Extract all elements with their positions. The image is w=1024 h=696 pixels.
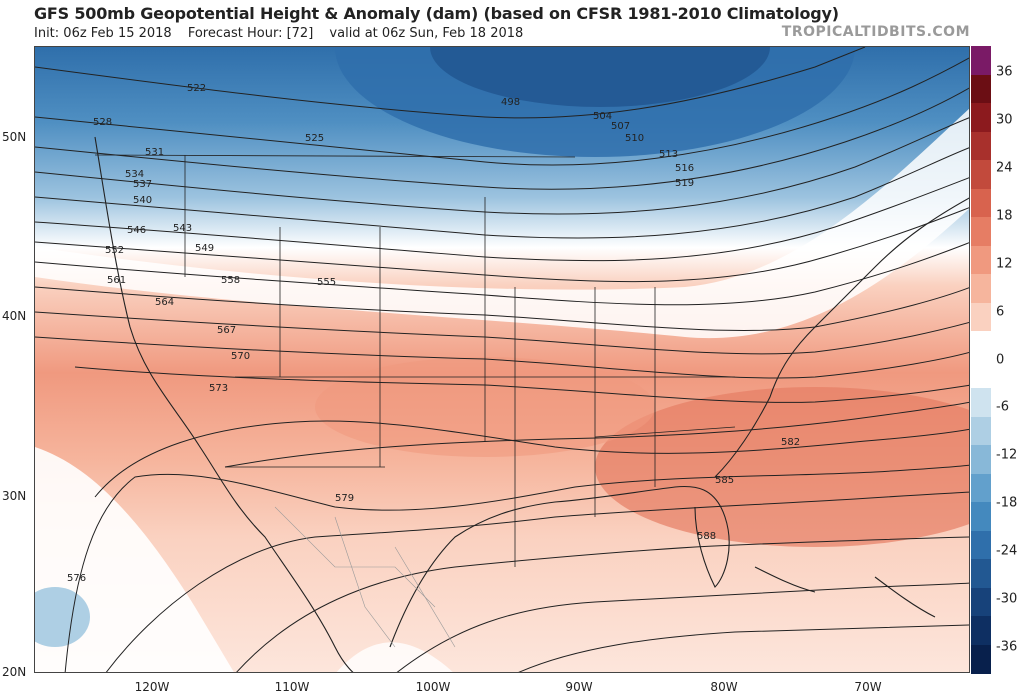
contour-label: 540 <box>133 195 152 206</box>
colorbar-segment <box>971 46 991 75</box>
lon-label-110w: 110W <box>274 680 310 694</box>
lon-label-100w: 100W <box>415 680 451 694</box>
contour-label: 531 <box>145 147 164 158</box>
colorbar-segment <box>971 530 991 560</box>
colorbar-segment <box>971 188 991 218</box>
colorbar-segment <box>971 131 991 161</box>
forecast-hour: Forecast Hour: [72] <box>187 26 314 41</box>
colorbar-segment <box>971 473 991 503</box>
colorbar-tick-label: -36 <box>996 639 1018 655</box>
caribbean-neutral <box>336 642 453 672</box>
colorbar-tick-label: -24 <box>996 543 1018 559</box>
colorbar-segment <box>971 587 991 617</box>
valid-time: valid at 06z Sun, Feb 18 2018 <box>329 26 524 41</box>
lat-label-20n: 20N <box>2 665 27 679</box>
pacific-cool-spot <box>35 587 90 647</box>
colorbar-tick-label: -12 <box>996 447 1018 463</box>
contour-labels: 522 528 531 534 537 540 546 552 561 564 … <box>67 83 800 584</box>
colorbar-segment <box>971 644 991 674</box>
colorbar-tick-label: 36 <box>996 64 1013 80</box>
contour-label: 558 <box>221 275 240 286</box>
height-contours <box>35 47 969 672</box>
contour-label: 570 <box>231 351 250 362</box>
lon-label-120w: 120W <box>134 680 170 694</box>
anomaly-map: 522 528 531 534 537 540 546 552 561 564 … <box>35 47 969 672</box>
contour-label: 510 <box>625 133 644 144</box>
contour-label: 567 <box>217 325 236 336</box>
contour-label: 513 <box>659 149 678 160</box>
contour-label: 576 <box>67 573 86 584</box>
colorbar-tick-label: -30 <box>996 591 1018 607</box>
contour-label: 534 <box>125 169 144 180</box>
lon-label-80w: 80W <box>710 680 738 694</box>
contour-label: 552 <box>105 245 124 256</box>
lat-label-30n: 30N <box>2 489 27 503</box>
state-borders <box>94 154 736 567</box>
map-panel: 522 528 531 534 537 540 546 552 561 564 … <box>34 46 970 673</box>
colorbar-segment <box>971 103 991 132</box>
brand-watermark: TROPICALTIDBITS.COM <box>781 24 970 40</box>
colorbar-tick-label: -6 <box>996 399 1009 415</box>
contour-label: 564 <box>155 297 174 308</box>
contour-label: 582 <box>781 437 800 448</box>
contour-label: 525 <box>305 133 324 144</box>
colorbar-segment <box>971 74 991 104</box>
colorbar-tick-label: 0 <box>996 352 1005 367</box>
contour-label: 585 <box>715 475 734 486</box>
colorbar-segment <box>971 616 991 645</box>
colorbar-tick-label: 12 <box>996 256 1013 272</box>
colorbar <box>971 46 991 674</box>
contour-label: 528 <box>93 117 112 128</box>
colorbar-segment <box>971 559 991 588</box>
colorbar-segment <box>971 416 991 446</box>
contour-label: 555 <box>317 277 336 288</box>
contour-label: 546 <box>127 225 146 236</box>
contour-label: 537 <box>133 179 152 190</box>
contour-label: 549 <box>195 243 214 254</box>
colorbar-segment <box>971 502 991 531</box>
contour-label: 543 <box>173 223 192 234</box>
contour-label: 573 <box>209 383 228 394</box>
colorbar-segment <box>971 245 991 275</box>
contour-label: 507 <box>611 121 630 132</box>
colorbar-segment <box>971 302 991 332</box>
lon-label-90w: 90W <box>565 680 593 694</box>
colorbar-segment <box>971 445 991 474</box>
init-time: Init: 06z Feb 15 2018 <box>34 26 172 41</box>
lon-label-70w: 70W <box>854 680 882 694</box>
colorbar-tick-label: 24 <box>996 160 1013 176</box>
contour-label: 516 <box>675 163 694 174</box>
mexico-state-borders <box>274 506 456 648</box>
coastlines <box>94 136 969 672</box>
colorbar-tick-label: 30 <box>996 112 1013 128</box>
colorbar-tick-label: 6 <box>996 304 1005 320</box>
contour-label: 561 <box>107 275 126 286</box>
contour-label: 588 <box>697 531 716 542</box>
colorbar-segment <box>971 160 991 189</box>
colorbar-segment <box>971 274 991 303</box>
colorbar-segment <box>971 331 991 360</box>
colorbar-segment <box>971 359 991 389</box>
contour-label: 498 <box>501 97 520 108</box>
chart-title: GFS 500mb Geopotential Height & Anomaly … <box>34 4 839 23</box>
lat-label-40n: 40N <box>2 309 27 323</box>
lat-label-50n: 50N <box>2 130 27 144</box>
colorbar-tick-label: -18 <box>996 495 1018 511</box>
ridge-warm-core <box>595 387 969 547</box>
neutral-band <box>35 108 969 339</box>
trough-center <box>430 47 770 107</box>
contour-label: 519 <box>675 178 694 189</box>
colorbar-segment <box>971 388 991 417</box>
colorbar-segment <box>971 217 991 246</box>
contour-label: 579 <box>335 493 354 504</box>
contour-label: 522 <box>187 83 206 94</box>
contour-label: 504 <box>593 111 612 122</box>
chart-subtitle: Init: 06z Feb 15 2018 Forecast Hour: [72… <box>34 26 535 41</box>
colorbar-tick-label: 18 <box>996 208 1013 224</box>
